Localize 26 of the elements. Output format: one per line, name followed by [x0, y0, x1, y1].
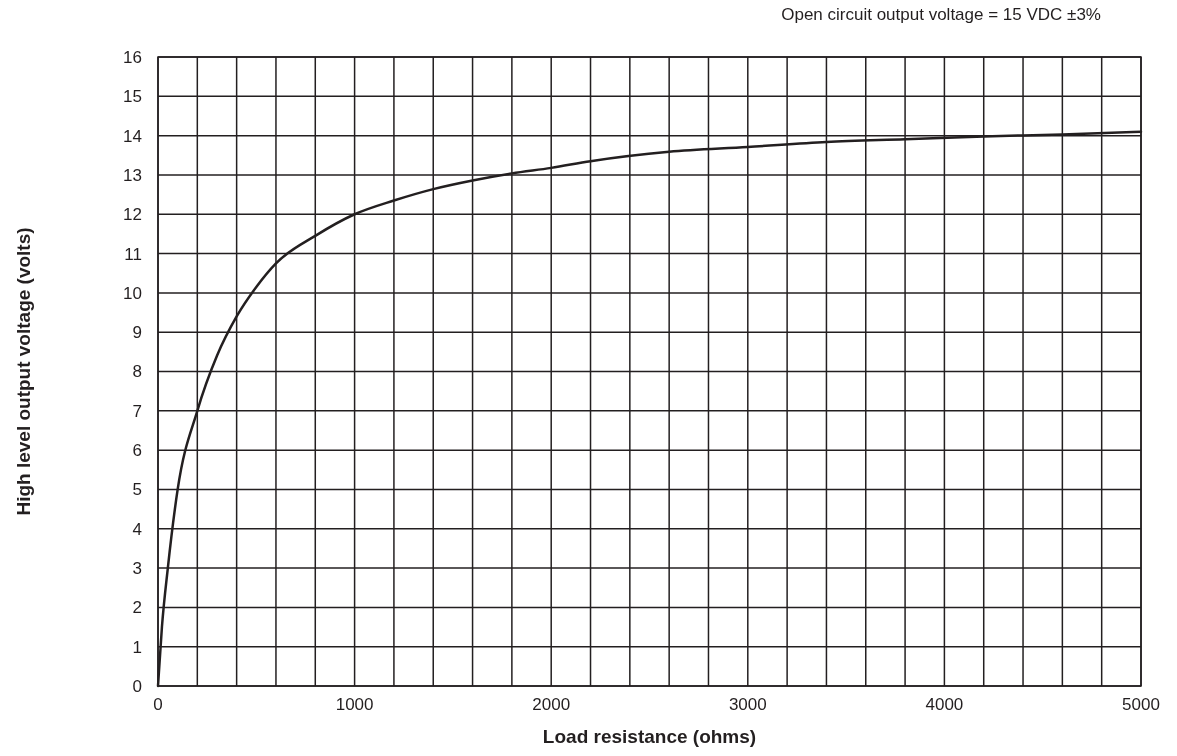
y-tick-label: 4 — [132, 519, 142, 539]
y-tick-label: 0 — [132, 676, 142, 696]
y-tick-label: 7 — [132, 401, 142, 421]
y-tick-label: 3 — [132, 559, 142, 579]
y-tick-label: 13 — [123, 165, 142, 185]
x-axis-title: Load resistance (ohms) — [542, 726, 757, 747]
x-tick-label: 4000 — [925, 695, 964, 714]
y-tick-label: 1 — [132, 637, 142, 657]
x-tick-label: 3000 — [728, 695, 767, 714]
text: Open circuit output voltage = 15 VDC ±3% — [781, 5, 1101, 24]
y-tick-label: 14 — [123, 126, 142, 146]
y-tick-label: 15 — [123, 87, 142, 107]
y-tick-label: 10 — [123, 283, 142, 303]
y-tick-label: 5 — [132, 480, 142, 500]
x-tick-label: 1000 — [335, 695, 374, 714]
y-tick-label: 12 — [123, 205, 142, 225]
y-tick-label: 11 — [124, 244, 142, 264]
x-tick-label: 0 — [153, 695, 163, 714]
y-tick-label: 16 — [123, 47, 142, 67]
x-tick-label: 2000 — [532, 695, 571, 714]
x-tick-label: 5000 — [1122, 695, 1160, 714]
y-tick-label: 8 — [132, 362, 142, 382]
y-tick-label: 2 — [132, 598, 142, 618]
y-axis-title: High level output voltage (volts) — [13, 227, 34, 516]
y-tick-label: 6 — [132, 441, 142, 461]
y-tick-label: 9 — [132, 323, 142, 343]
